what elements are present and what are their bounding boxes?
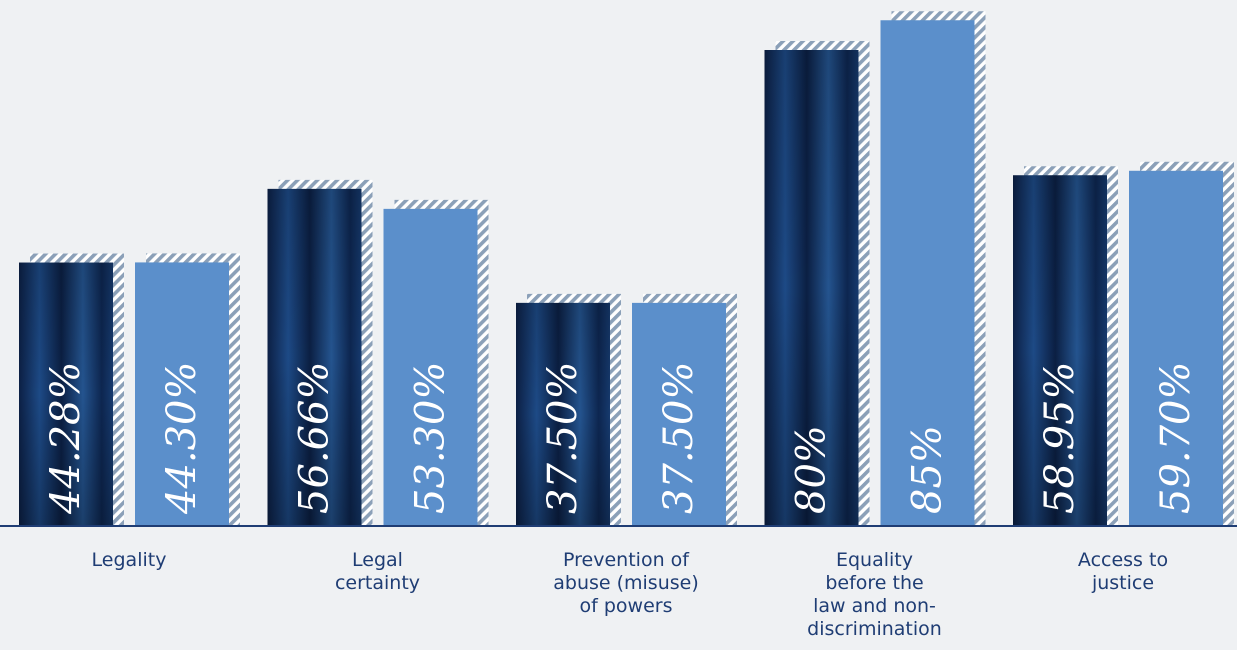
category-label: Prevention of abuse (misuse) of powers — [553, 549, 699, 617]
bar-series-1-shade — [1013, 175, 1107, 526]
bar-value-label: 85% — [905, 425, 951, 514]
bar-series-1-shade — [267, 188, 362, 527]
bar-value-label: 44.28% — [43, 361, 89, 515]
bar-series-2 — [383, 208, 478, 527]
category-label: Access to justice — [1078, 549, 1168, 594]
bar-series-1-shade — [516, 302, 610, 526]
bar-series-1-shade — [19, 262, 113, 526]
category-label: Legality — [92, 549, 167, 571]
bar-value-label: 53.30% — [408, 361, 454, 514]
bar-value-label: 37.50% — [656, 361, 702, 514]
bar-value-label: 58.95% — [1037, 361, 1083, 514]
bar-value-label: 56.66% — [292, 361, 338, 514]
category-label: Equality before the law and non-discrimina… — [807, 549, 942, 640]
bar-value-label: 59.70% — [1153, 361, 1199, 514]
bar-value-label: 80% — [789, 425, 835, 514]
bar-series-2 — [880, 20, 975, 526]
bar-series-2 — [135, 262, 229, 526]
category-labels-group: Legality Legal certainty Prevention of abuse… — [92, 549, 1169, 640]
bar-value-label: 44.30% — [159, 361, 205, 515]
bar-value-label: 37.50% — [540, 361, 586, 514]
value-labels-group: 44.28% 44.30% 56.66% 53.30% 37.50% 37.50% 80% 8… — [43, 361, 1199, 515]
bars-group — [19, 11, 1234, 527]
bar-series-2 — [632, 302, 726, 526]
category-label: Legal certainty — [335, 549, 420, 594]
bar-series-1-shade — [764, 50, 859, 526]
bar-series-2 — [1129, 170, 1223, 526]
